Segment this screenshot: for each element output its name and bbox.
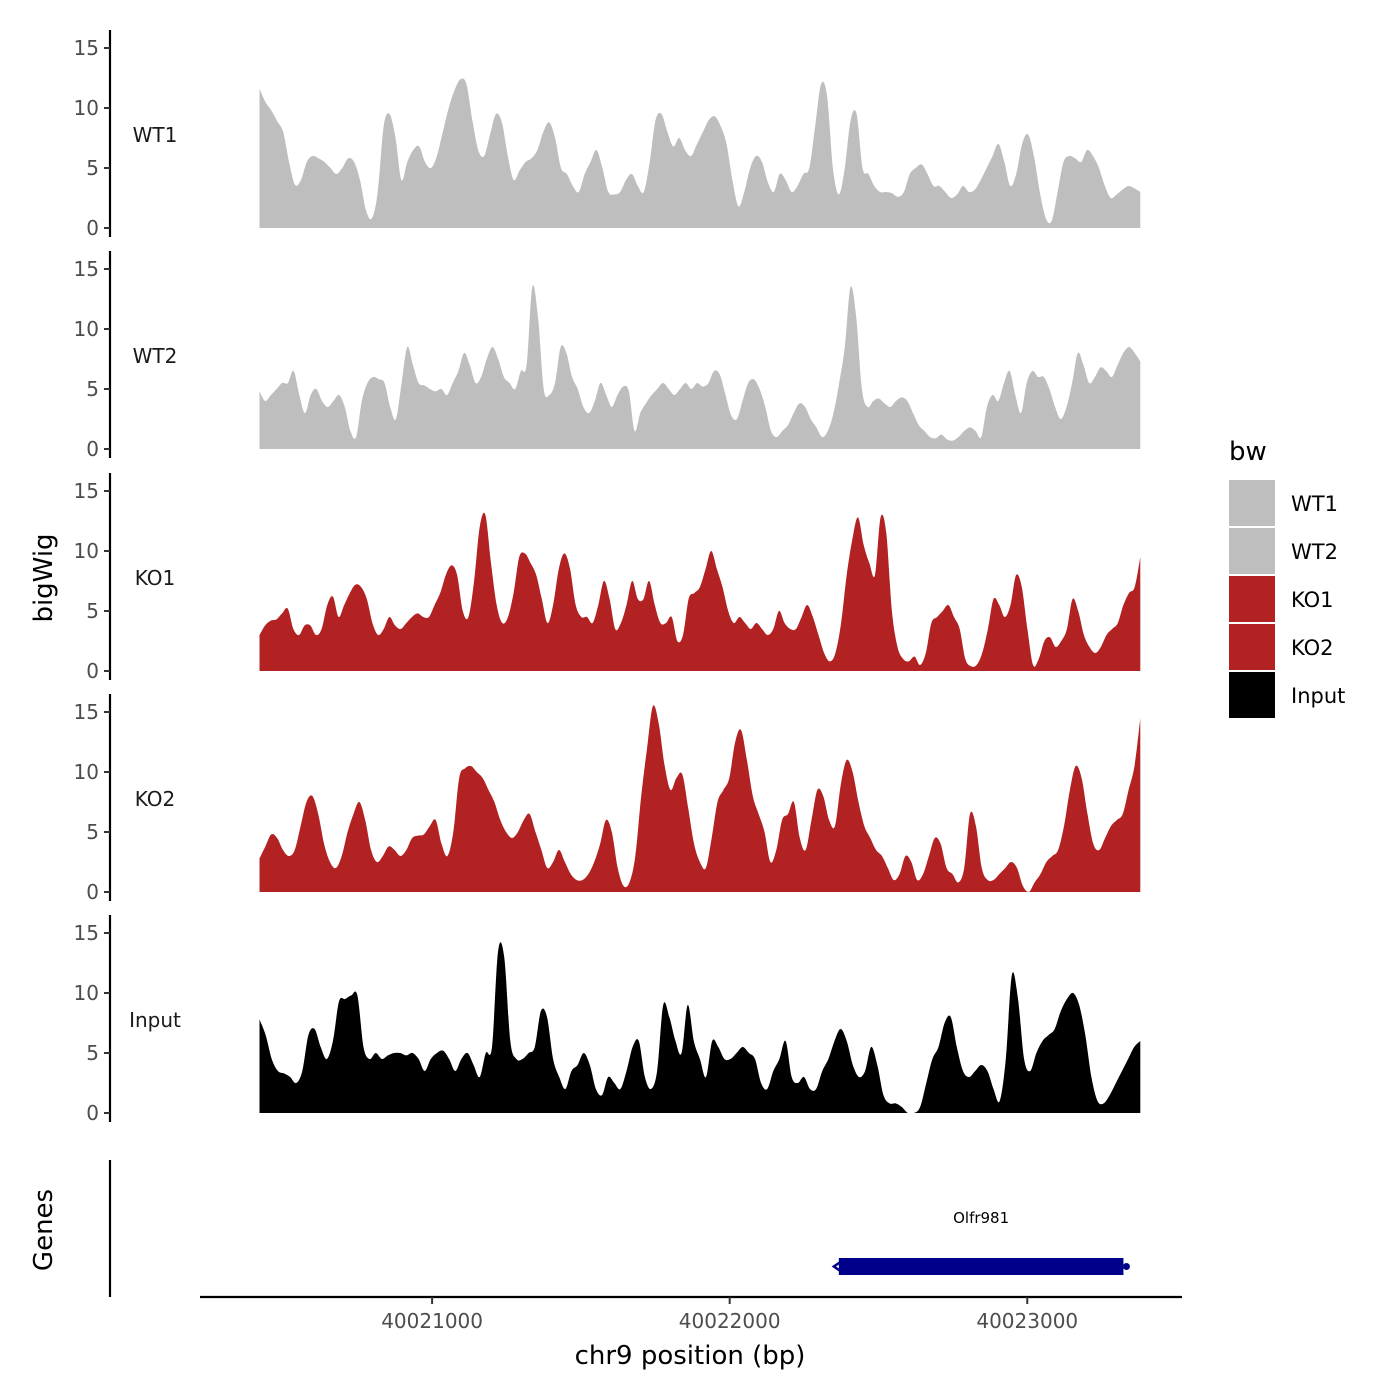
y-tick-label: 0 xyxy=(86,437,99,461)
x-tick-label: 40022000 xyxy=(679,1309,781,1333)
y-tick-label: 10 xyxy=(74,760,99,784)
x-axis: 40021000 40022000 40023000 xyxy=(200,1295,1182,1333)
track-wt2: 0 5 10 15 WT2 xyxy=(74,251,1141,461)
track-label: KO1 xyxy=(135,566,176,590)
y-tick-label: 5 xyxy=(86,1041,99,1065)
gene-olfr981: Olfr981 xyxy=(831,1209,1130,1275)
legend-label-ko1: KO1 xyxy=(1291,588,1334,612)
track-input: 0 5 10 15 Input xyxy=(74,915,1141,1125)
y-tick-label: 5 xyxy=(86,377,99,401)
gene-end-marker xyxy=(1122,1263,1130,1270)
track-ko2: 0 5 10 15 KO2 xyxy=(74,694,1141,904)
track-label: WT2 xyxy=(133,344,178,368)
genes-axis-title: Genes xyxy=(29,1189,59,1271)
area-ko1 xyxy=(259,512,1141,671)
gene-track: Olfr981 xyxy=(108,1160,1130,1297)
legend-swatch-ko2 xyxy=(1229,624,1275,670)
track-ko1: 0 5 10 15 KO1 xyxy=(74,473,1141,683)
coverage-tracks: 0 5 10 15 WT1 0 5 10 15 WT2 0 5 10 15 KO1 0 5 10 15 KO2 0 5 10… xyxy=(74,30,1141,1125)
y-tick-label: 0 xyxy=(86,216,99,240)
y-tick-label: 15 xyxy=(74,257,99,281)
legend-label-wt1: WT1 xyxy=(1291,492,1338,516)
y-tick-label: 5 xyxy=(86,156,99,180)
y-tick-label: 10 xyxy=(74,539,99,563)
legend-title: bw xyxy=(1229,437,1267,467)
gene-label: Olfr981 xyxy=(953,1209,1009,1227)
legend-swatch-ko1 xyxy=(1229,576,1275,622)
y-tick-label: 15 xyxy=(74,921,99,945)
track-wt1: 0 5 10 15 WT1 xyxy=(74,30,1141,240)
track-label: WT1 xyxy=(133,123,178,147)
legend-label-input: Input xyxy=(1291,684,1345,708)
legend-swatch-input xyxy=(1229,672,1275,718)
y-tick-label: 5 xyxy=(86,599,99,623)
x-tick-label: 40023000 xyxy=(976,1309,1078,1333)
gene-body xyxy=(838,1258,1124,1275)
strand-arrow xyxy=(831,1259,843,1274)
y-tick-label: 10 xyxy=(74,96,99,120)
area-input xyxy=(259,942,1141,1113)
legend-label-ko2: KO2 xyxy=(1291,636,1334,660)
y-tick-label: 15 xyxy=(74,479,99,503)
y-tick-label: 15 xyxy=(74,36,99,60)
legend-label-wt2: WT2 xyxy=(1291,540,1338,564)
y-tick-label: 0 xyxy=(86,880,99,904)
y-axis-title: bigWig xyxy=(29,533,59,622)
x-tick-label: 40021000 xyxy=(381,1309,483,1333)
x-axis-title: chr9 position (bp) xyxy=(575,1341,806,1371)
y-tick-label: 0 xyxy=(86,659,99,683)
area-wt1 xyxy=(259,78,1141,228)
track-label: Input xyxy=(129,1008,181,1032)
legend: bw WT1 WT2 KO1 KO2 Input xyxy=(1229,437,1345,718)
y-tick-label: 0 xyxy=(86,1101,99,1125)
track-label: KO2 xyxy=(135,787,176,811)
legend-swatch-wt1 xyxy=(1229,480,1275,526)
area-wt2 xyxy=(259,285,1141,449)
y-tick-label: 5 xyxy=(86,820,99,844)
y-tick-label: 15 xyxy=(74,700,99,724)
y-tick-label: 10 xyxy=(74,981,99,1005)
area-ko2 xyxy=(259,705,1141,892)
legend-swatch-wt2 xyxy=(1229,528,1275,574)
y-tick-label: 10 xyxy=(74,317,99,341)
